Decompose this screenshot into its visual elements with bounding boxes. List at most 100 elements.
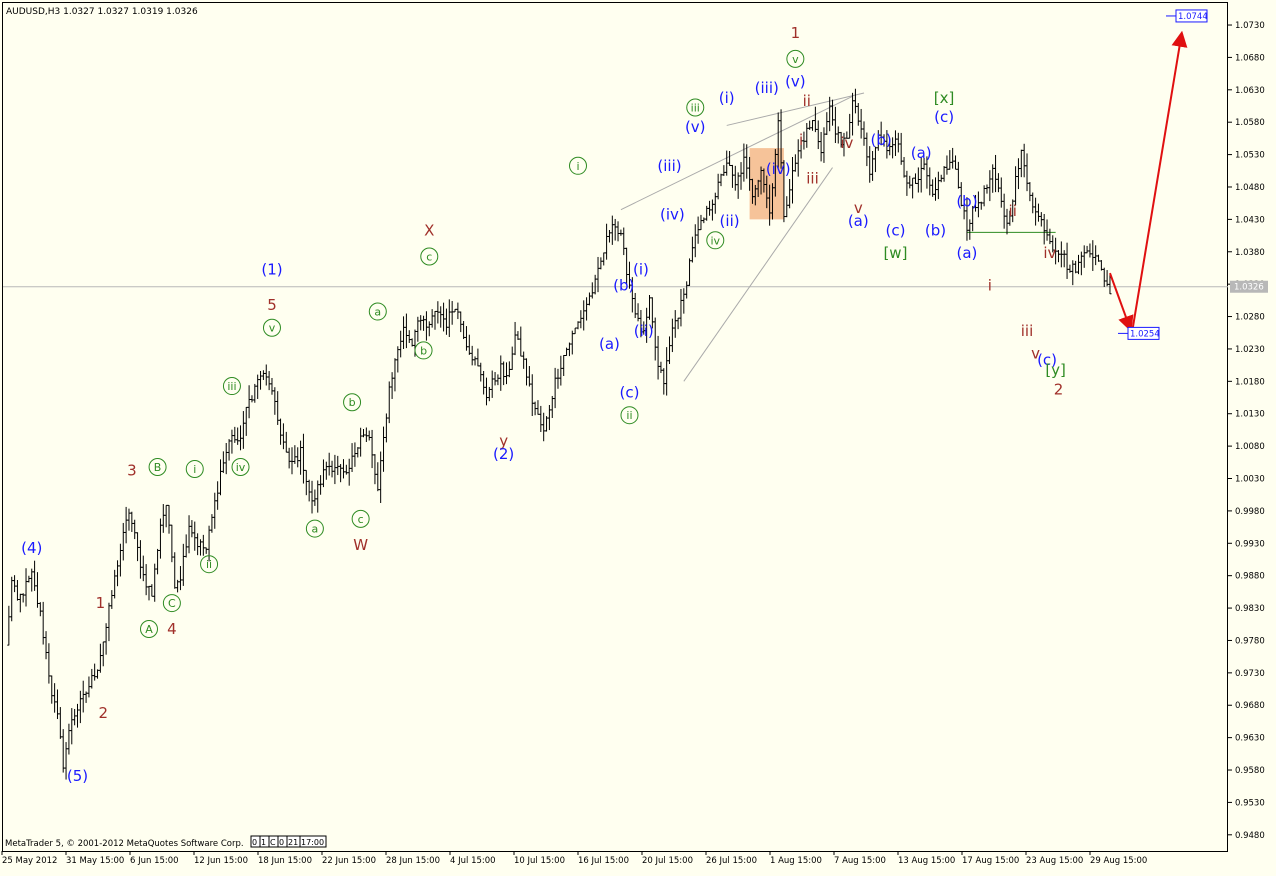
lower-channel-line — [683, 167, 833, 382]
wave-label-circle — [343, 393, 362, 412]
wave-label: (v) — [785, 73, 806, 91]
wave-label-circle — [414, 341, 433, 360]
wave-label: X — [424, 222, 434, 240]
wave-label: A — [145, 623, 153, 636]
x-tick-label: 26 Jul 15:00 — [706, 856, 757, 866]
wave-label: a — [374, 306, 381, 319]
wave-label: iii — [806, 170, 819, 188]
wave-label: (a) — [957, 244, 978, 262]
wave-label: iv — [236, 461, 246, 474]
y-tick-label: 1.0680 — [1235, 53, 1265, 63]
wave-label: 2 — [98, 704, 108, 722]
footer-tab-label[interactable]: 17:00 — [301, 838, 324, 847]
y-tick-label: 0.9580 — [1235, 766, 1265, 776]
wave-label: i — [799, 131, 803, 149]
footer-tab-label[interactable]: 0 — [252, 838, 257, 847]
wave-label: iv — [710, 234, 720, 247]
y-tick-label: 1.0380 — [1235, 248, 1265, 258]
wave-label: iii — [227, 380, 236, 393]
y-axis: 1.0730 1.0680 1.0630 1.0580 1.0530 1.0480 1.04… — [1228, 21, 1268, 841]
wave-label: [y] — [1045, 361, 1066, 379]
y-tick-label: 1.0580 — [1235, 118, 1265, 128]
x-tick-label: 10 Jul 15:00 — [514, 856, 565, 866]
wave-label: (iii) — [755, 79, 779, 97]
target-box — [1127, 326, 1160, 340]
wave-label: v — [1031, 345, 1040, 363]
wave-label: (b) — [613, 277, 634, 295]
y-tick-label: 0.9680 — [1235, 701, 1265, 711]
current-price-tag — [1230, 280, 1268, 293]
chart-symbol-label: AUDUSD,H3 1.0327 1.0327 1.0319 1.0326 — [6, 7, 198, 17]
x-tick-label: 16 Jul 15:00 — [578, 856, 629, 866]
wave-label: i — [576, 160, 579, 173]
wave-label: 1 — [791, 24, 801, 42]
wave-label: ii — [626, 409, 632, 422]
wave-label: (c) — [934, 108, 954, 126]
y-tick-label: 1.0730 — [1235, 21, 1265, 31]
wave-label: (1) — [261, 260, 282, 278]
footer-tabs[interactable]: 0 1 C 0 21 17:00 — [250, 835, 327, 848]
x-tick-label: 12 Jun 15:00 — [194, 856, 248, 866]
wave-label: (ii) — [634, 322, 654, 340]
wave-label-circle — [185, 459, 204, 478]
y-tick-label: 1.0530 — [1235, 151, 1265, 161]
wave-label: y — [499, 432, 508, 450]
wave-label: a — [312, 523, 319, 536]
wave-label: [w] — [883, 244, 907, 262]
y-tick-label: 0.9930 — [1235, 539, 1265, 549]
wave-label: (iii) — [657, 157, 681, 175]
y-tick-label: 1.0280 — [1235, 313, 1265, 323]
x-tick-label: 20 Jul 15:00 — [642, 856, 693, 866]
x-axis: 25 May 2012 31 May 15:00 6 Jun 15:00 12 Jun… — [1, 851, 1147, 866]
trend-guides — [620, 92, 1056, 382]
wave-label: 2 — [1054, 380, 1064, 398]
x-tick-label: 1 Aug 15:00 — [770, 856, 822, 866]
wave-label: v — [269, 322, 276, 335]
x-tick-label: 4 Jul 15:00 — [450, 856, 496, 866]
wave-label: (4) — [21, 539, 42, 557]
wave-label-circle — [706, 231, 725, 250]
wave-label: W — [353, 536, 368, 554]
wave-label: iv — [840, 134, 853, 152]
x-tick-label: 6 Jun 15:00 — [130, 856, 179, 866]
y-tick-label: 0.9880 — [1235, 572, 1265, 582]
wave-label: 4 — [167, 620, 177, 638]
y-tick-label: 0.9730 — [1235, 669, 1265, 679]
wave-label: i — [193, 463, 196, 476]
wave-label-circle — [569, 156, 587, 175]
wave-label-circle — [786, 49, 805, 68]
x-tick-label: 7 Aug 15:00 — [834, 856, 886, 866]
wave-label: v — [792, 53, 799, 66]
footer-tab-label[interactable]: 0 — [279, 838, 284, 847]
footer-tab-label[interactable]: C — [270, 838, 276, 847]
ohlc-bars — [7, 88, 1112, 780]
y-tick-label: 0.9980 — [1235, 507, 1265, 517]
wave-label: (a) — [911, 144, 932, 162]
wave-label: (b) — [925, 222, 946, 240]
x-tick-label: 18 Jun 15:00 — [258, 856, 312, 866]
wave-label: (b) — [871, 131, 892, 149]
footer-tab[interactable] — [299, 835, 327, 848]
x-tick-label: 25 May 2012 — [2, 856, 57, 866]
footer-tab-label[interactable]: 21 — [288, 838, 298, 847]
target-box — [1175, 9, 1208, 23]
wave-label: 1 — [96, 594, 106, 612]
wave-label: (v) — [685, 118, 706, 136]
x-tick-label: 29 Aug 15:00 — [1090, 856, 1147, 866]
upper-channel-line-2 — [726, 92, 865, 126]
wave-label: (c) — [1037, 351, 1057, 369]
wave-label: (ii) — [720, 212, 740, 230]
target-price-tags: 1.0744 1.0254 — [1118, 9, 1208, 340]
x-tick-label: 22 Jun 15:00 — [322, 856, 376, 866]
wave-label: (5) — [67, 767, 88, 785]
wave-annotations: (4)(5)1234ABCiiiiiiivv5(1)abcWabcXy(2)i(… — [21, 24, 1066, 785]
footer-tab-label[interactable]: 1 — [261, 838, 266, 847]
wave-label: (b) — [956, 192, 977, 210]
y-tick-label: 0.9830 — [1235, 604, 1265, 614]
wave-label: ii — [1009, 202, 1017, 220]
wave-label-circle — [620, 406, 639, 425]
wave-label-circle — [262, 318, 281, 337]
